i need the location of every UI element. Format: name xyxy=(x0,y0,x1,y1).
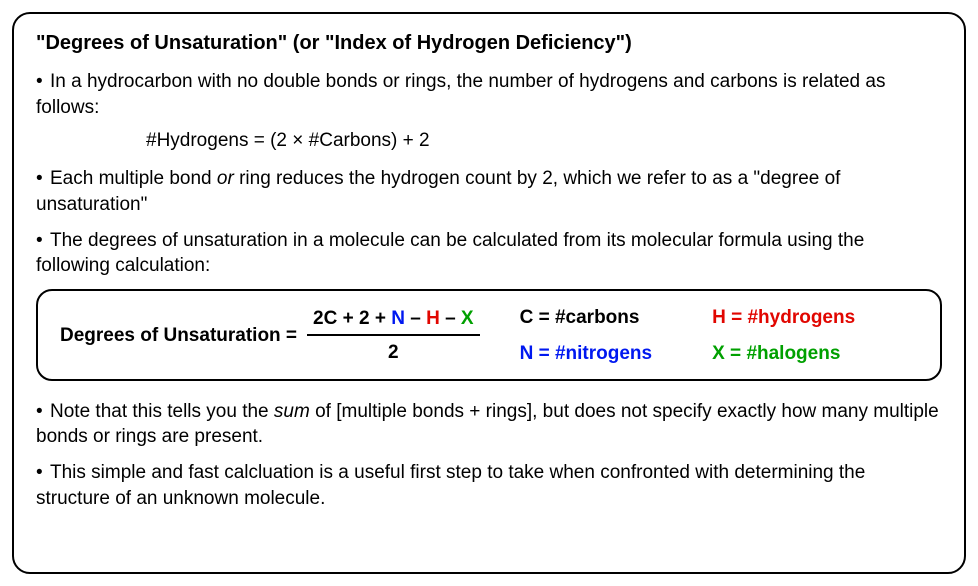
bullet-3: •The degrees of unsaturation in a molecu… xyxy=(36,228,942,279)
legend-c-label: C = xyxy=(520,307,555,328)
term-minus1: – xyxy=(405,308,426,329)
bullet-4-sum: sum xyxy=(274,401,310,422)
fraction-denominator: 2 xyxy=(388,336,399,364)
bullet-2a: Each multiple bond xyxy=(50,168,217,189)
legend-c-val: #carbons xyxy=(555,307,639,328)
hydrogen-formula: #Hydrogens = (2 × #Carbons) + 2 xyxy=(146,130,942,152)
bullet-dot: • xyxy=(36,460,50,486)
legend-n: N = #nitrogens xyxy=(520,343,653,365)
legend-x-val: #halogens xyxy=(746,343,840,364)
summary-card: "Degrees of Unsaturation" (or "Index of … xyxy=(12,12,966,574)
bullet-2: •Each multiple bond or ring reduces the … xyxy=(36,166,942,217)
bullet-1: •In a hydrocarbon with no double bonds o… xyxy=(36,69,942,120)
term-plus2: + 2 + xyxy=(337,308,391,329)
bullet-2-or: or xyxy=(217,168,234,189)
term-h: H xyxy=(426,308,440,329)
bullet-4: •Note that this tells you the sum of [mu… xyxy=(36,399,942,450)
legend-c: C = #carbons xyxy=(520,307,653,329)
bullet-1-text: In a hydrocarbon with no double bonds or… xyxy=(36,71,885,118)
legend-x-label: X = xyxy=(712,343,746,364)
term-n: N xyxy=(391,308,405,329)
equation-fraction: 2C + 2 + N – H – X 2 xyxy=(307,308,480,364)
bullet-dot: • xyxy=(36,228,50,254)
legend-h-label: H = xyxy=(712,307,747,328)
bullet-4a: Note that this tells you the xyxy=(50,401,274,422)
equation: Degrees of Unsaturation = 2C + 2 + N – H… xyxy=(60,308,480,364)
legend-n-label: N = xyxy=(520,343,555,364)
term-minus2: – xyxy=(440,308,461,329)
term-x: X xyxy=(461,308,474,329)
bullet-5-text: This simple and fast calcluation is a us… xyxy=(36,462,865,509)
bullet-3-text: The degrees of unsaturation in a molecul… xyxy=(36,230,864,277)
legend-h: H = #hydrogens xyxy=(712,307,855,329)
legend-x: X = #halogens xyxy=(712,343,855,365)
formula-box: Degrees of Unsaturation = 2C + 2 + N – H… xyxy=(36,289,942,381)
bullet-dot: • xyxy=(36,166,50,192)
bullet-dot: • xyxy=(36,399,50,425)
equation-label: Degrees of Unsaturation = xyxy=(60,325,297,347)
bullet-5: •This simple and fast calcluation is a u… xyxy=(36,460,942,511)
legend-n-val: #nitrogens xyxy=(555,343,652,364)
fraction-numerator: 2C + 2 + N – H – X xyxy=(307,308,480,334)
term-2c: 2C xyxy=(313,308,337,329)
card-title: "Degrees of Unsaturation" (or "Index of … xyxy=(36,32,942,55)
legend: C = #carbons H = #hydrogens N = #nitroge… xyxy=(520,307,856,365)
bullet-dot: • xyxy=(36,69,50,95)
legend-h-val: #hydrogens xyxy=(747,307,855,328)
